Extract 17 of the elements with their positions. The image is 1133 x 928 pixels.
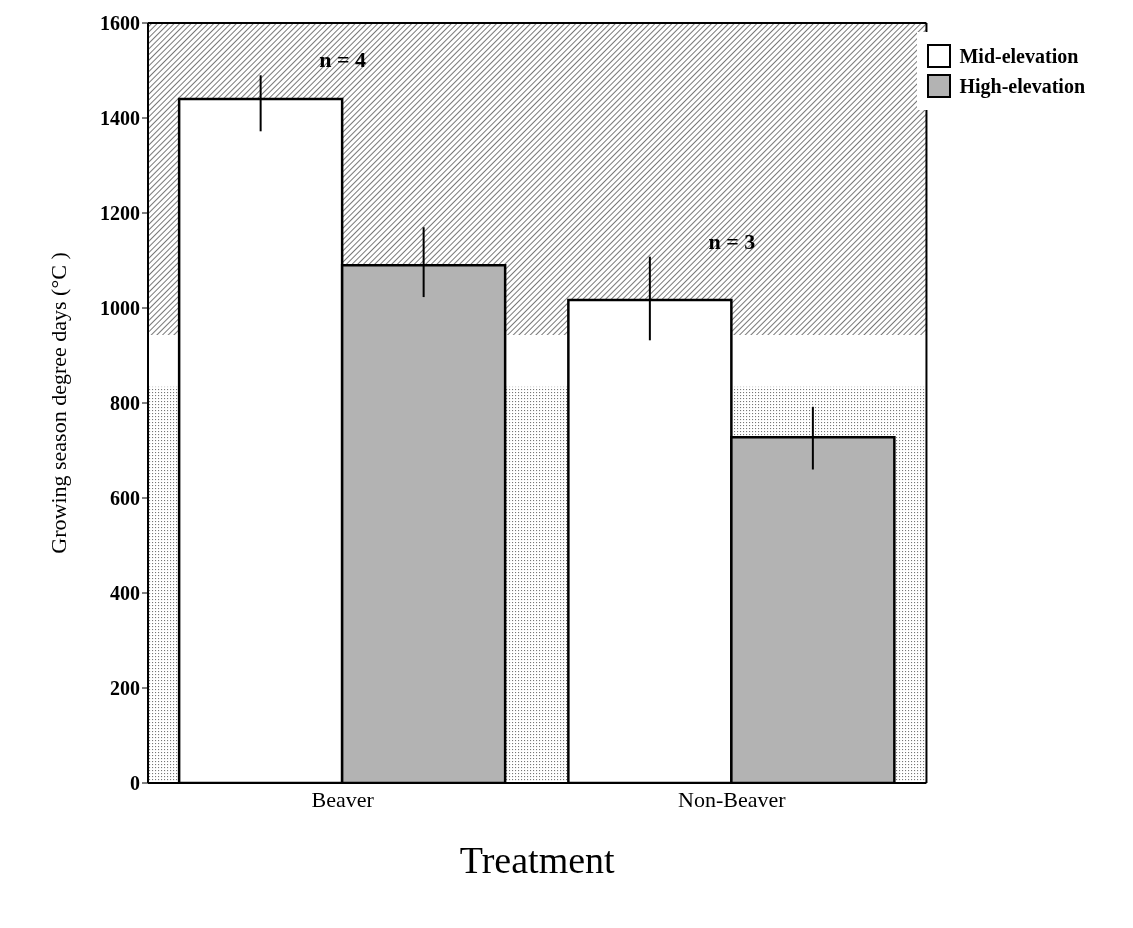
y-tick-label: 1400 xyxy=(100,107,140,130)
legend-label: High-elevation xyxy=(959,74,1085,98)
y-axis-title: Growing season degree days (°C ) xyxy=(45,252,71,554)
annotation: n = 4 xyxy=(319,47,366,73)
y-tick-label: 600 xyxy=(110,487,140,510)
y-tick-label: 800 xyxy=(110,392,140,415)
x-tick-label: Beaver xyxy=(311,786,375,812)
x-tick-label: Non-Beaver xyxy=(678,786,787,812)
x-axis-title: Treatment xyxy=(459,839,616,881)
y-tick-label: 1200 xyxy=(100,202,140,225)
annotation: n = 3 xyxy=(708,228,756,254)
y-tick-label: 400 xyxy=(110,582,140,605)
y-tick-label: 0 xyxy=(130,772,140,795)
legend-label: Mid-elevation xyxy=(959,44,1079,68)
y-tick-label: 200 xyxy=(110,677,140,700)
y-tick-label: 1000 xyxy=(100,297,140,320)
y-tick-label: 1600 xyxy=(100,12,140,35)
